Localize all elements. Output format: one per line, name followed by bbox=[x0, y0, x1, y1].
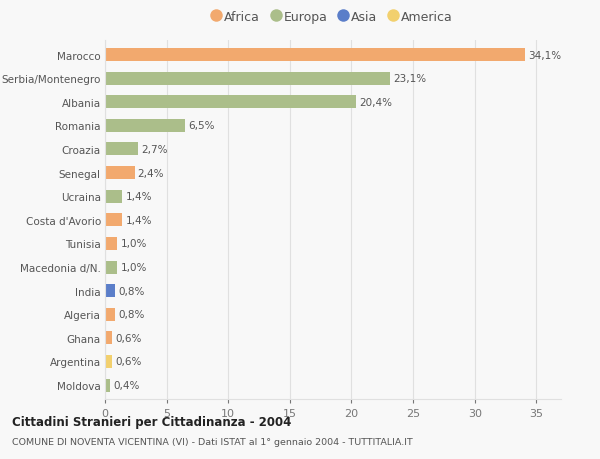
Legend: Africa, Europa, Asia, America: Africa, Europa, Asia, America bbox=[208, 6, 458, 29]
Bar bbox=[105, 261, 118, 274]
Text: 34,1%: 34,1% bbox=[529, 50, 562, 61]
Text: 1,0%: 1,0% bbox=[121, 263, 147, 273]
Text: 0,4%: 0,4% bbox=[113, 380, 139, 390]
Text: 1,4%: 1,4% bbox=[125, 215, 152, 225]
Text: 23,1%: 23,1% bbox=[393, 74, 426, 84]
Bar bbox=[105, 379, 110, 392]
Bar bbox=[105, 308, 115, 321]
Text: 0,8%: 0,8% bbox=[118, 309, 145, 319]
Text: Cittadini Stranieri per Cittadinanza - 2004: Cittadini Stranieri per Cittadinanza - 2… bbox=[12, 415, 292, 428]
Bar bbox=[105, 237, 118, 250]
Text: COMUNE DI NOVENTA VICENTINA (VI) - Dati ISTAT al 1° gennaio 2004 - TUTTITALIA.IT: COMUNE DI NOVENTA VICENTINA (VI) - Dati … bbox=[12, 437, 413, 446]
Text: 2,7%: 2,7% bbox=[142, 145, 168, 155]
Text: 1,4%: 1,4% bbox=[125, 192, 152, 202]
Bar bbox=[105, 214, 122, 227]
Bar bbox=[105, 120, 185, 133]
Text: 6,5%: 6,5% bbox=[188, 121, 215, 131]
Bar bbox=[105, 73, 389, 85]
Bar bbox=[105, 331, 112, 345]
Text: 20,4%: 20,4% bbox=[359, 98, 392, 107]
Text: 0,6%: 0,6% bbox=[115, 333, 142, 343]
Bar bbox=[105, 355, 112, 368]
Bar bbox=[105, 96, 356, 109]
Text: 0,6%: 0,6% bbox=[115, 357, 142, 367]
Text: 2,4%: 2,4% bbox=[137, 168, 164, 178]
Bar bbox=[105, 49, 525, 62]
Bar bbox=[105, 285, 115, 297]
Bar bbox=[105, 143, 138, 156]
Bar bbox=[105, 167, 134, 179]
Text: 1,0%: 1,0% bbox=[121, 239, 147, 249]
Bar bbox=[105, 190, 122, 203]
Text: 0,8%: 0,8% bbox=[118, 286, 145, 296]
